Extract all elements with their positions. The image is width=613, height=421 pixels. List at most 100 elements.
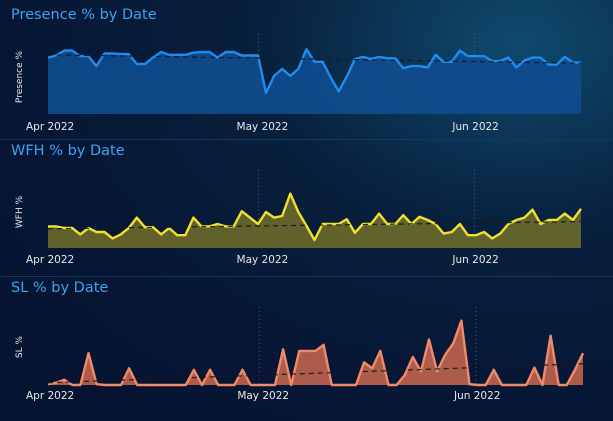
data-point[interactable] (233, 51, 235, 53)
data-point[interactable] (517, 384, 519, 386)
data-point[interactable] (533, 366, 535, 368)
data-point[interactable] (289, 75, 291, 77)
data-point[interactable] (120, 53, 122, 55)
data-point[interactable] (87, 352, 89, 354)
data-point[interactable] (160, 233, 162, 235)
data-point[interactable] (47, 56, 49, 58)
data-point[interactable] (305, 224, 307, 226)
data-point[interactable] (483, 231, 485, 233)
data-point[interactable] (459, 49, 461, 51)
data-point[interactable] (193, 369, 195, 371)
data-point[interactable] (523, 216, 525, 218)
data-point[interactable] (250, 384, 252, 386)
data-point[interactable] (111, 237, 113, 239)
data-point[interactable] (564, 56, 566, 58)
data-point[interactable] (112, 384, 114, 386)
data-point[interactable] (387, 384, 389, 386)
data-point[interactable] (370, 223, 372, 225)
data-point[interactable] (63, 227, 65, 229)
data-point[interactable] (274, 384, 276, 386)
data-point[interactable] (71, 49, 73, 51)
data-point[interactable] (548, 219, 550, 221)
data-point[interactable] (185, 384, 187, 386)
data-point[interactable] (371, 367, 373, 369)
data-point[interactable] (289, 192, 291, 194)
data-point[interactable] (103, 231, 105, 233)
data-point[interactable] (95, 231, 97, 233)
data-point[interactable] (539, 56, 541, 58)
data-point[interactable] (363, 361, 365, 363)
data-point[interactable] (467, 234, 469, 236)
data-point[interactable] (297, 211, 299, 213)
data-point[interactable] (426, 219, 428, 221)
data-point[interactable] (483, 55, 485, 57)
data-point[interactable] (79, 384, 81, 386)
series-line[interactable] (47, 319, 585, 387)
data-point[interactable] (184, 54, 186, 56)
data-point[interactable] (531, 208, 533, 210)
data-point[interactable] (451, 61, 453, 63)
data-point[interactable] (379, 350, 381, 352)
data-point[interactable] (572, 219, 574, 221)
data-point[interactable] (55, 54, 57, 56)
data-point[interactable] (493, 369, 495, 371)
data-point[interactable] (330, 76, 332, 78)
data-point[interactable] (55, 382, 57, 384)
data-point[interactable] (347, 384, 349, 386)
data-point[interactable] (160, 384, 162, 386)
data-point[interactable] (297, 68, 299, 70)
data-point[interactable] (580, 208, 582, 210)
data-point[interactable] (63, 49, 65, 51)
data-point[interactable] (370, 58, 372, 60)
data-point[interactable] (225, 51, 227, 53)
data-point[interactable] (95, 383, 97, 385)
data-point[interactable] (485, 384, 487, 386)
data-point[interactable] (192, 52, 194, 54)
data-point[interactable] (144, 63, 146, 65)
data-point[interactable] (444, 354, 446, 356)
data-point[interactable] (443, 232, 445, 234)
data-point[interactable] (144, 384, 146, 386)
data-point[interactable] (273, 75, 275, 77)
data-point[interactable] (418, 65, 420, 67)
data-point[interactable] (475, 55, 477, 57)
data-point[interactable] (241, 210, 243, 212)
data-point[interactable] (434, 54, 436, 56)
series-line[interactable] (48, 192, 582, 242)
data-point[interactable] (273, 216, 275, 218)
data-point[interactable] (313, 61, 315, 63)
data-point[interactable] (525, 384, 527, 386)
data-point[interactable] (168, 54, 170, 56)
series-line[interactable] (47, 48, 581, 95)
data-point[interactable] (71, 384, 73, 386)
data-point[interactable] (257, 54, 259, 56)
data-point[interactable] (281, 215, 283, 217)
data-point[interactable] (249, 216, 251, 218)
data-point[interactable] (515, 219, 517, 221)
data-point[interactable] (176, 54, 178, 56)
data-point[interactable] (541, 384, 543, 386)
data-point[interactable] (305, 48, 307, 50)
data-point[interactable] (362, 56, 364, 58)
data-point[interactable] (420, 370, 422, 372)
data-point[interactable] (144, 226, 146, 228)
data-point[interactable] (501, 384, 503, 386)
data-point[interactable] (209, 369, 211, 371)
data-point[interactable] (216, 223, 218, 225)
data-point[interactable] (176, 234, 178, 236)
data-point[interactable] (582, 352, 584, 354)
data-point[interactable] (152, 384, 154, 386)
data-point[interactable] (216, 56, 218, 58)
data-point[interactable] (306, 350, 308, 352)
data-point[interactable] (257, 223, 259, 225)
data-point[interactable] (266, 384, 268, 386)
data-point[interactable] (515, 66, 517, 68)
data-point[interactable] (499, 232, 501, 234)
data-point[interactable] (265, 211, 267, 213)
data-point[interactable] (564, 212, 566, 214)
data-point[interactable] (509, 384, 511, 386)
data-point[interactable] (249, 54, 251, 56)
data-point[interactable] (338, 90, 340, 92)
data-point[interactable] (55, 225, 57, 227)
data-point[interactable] (412, 356, 414, 358)
